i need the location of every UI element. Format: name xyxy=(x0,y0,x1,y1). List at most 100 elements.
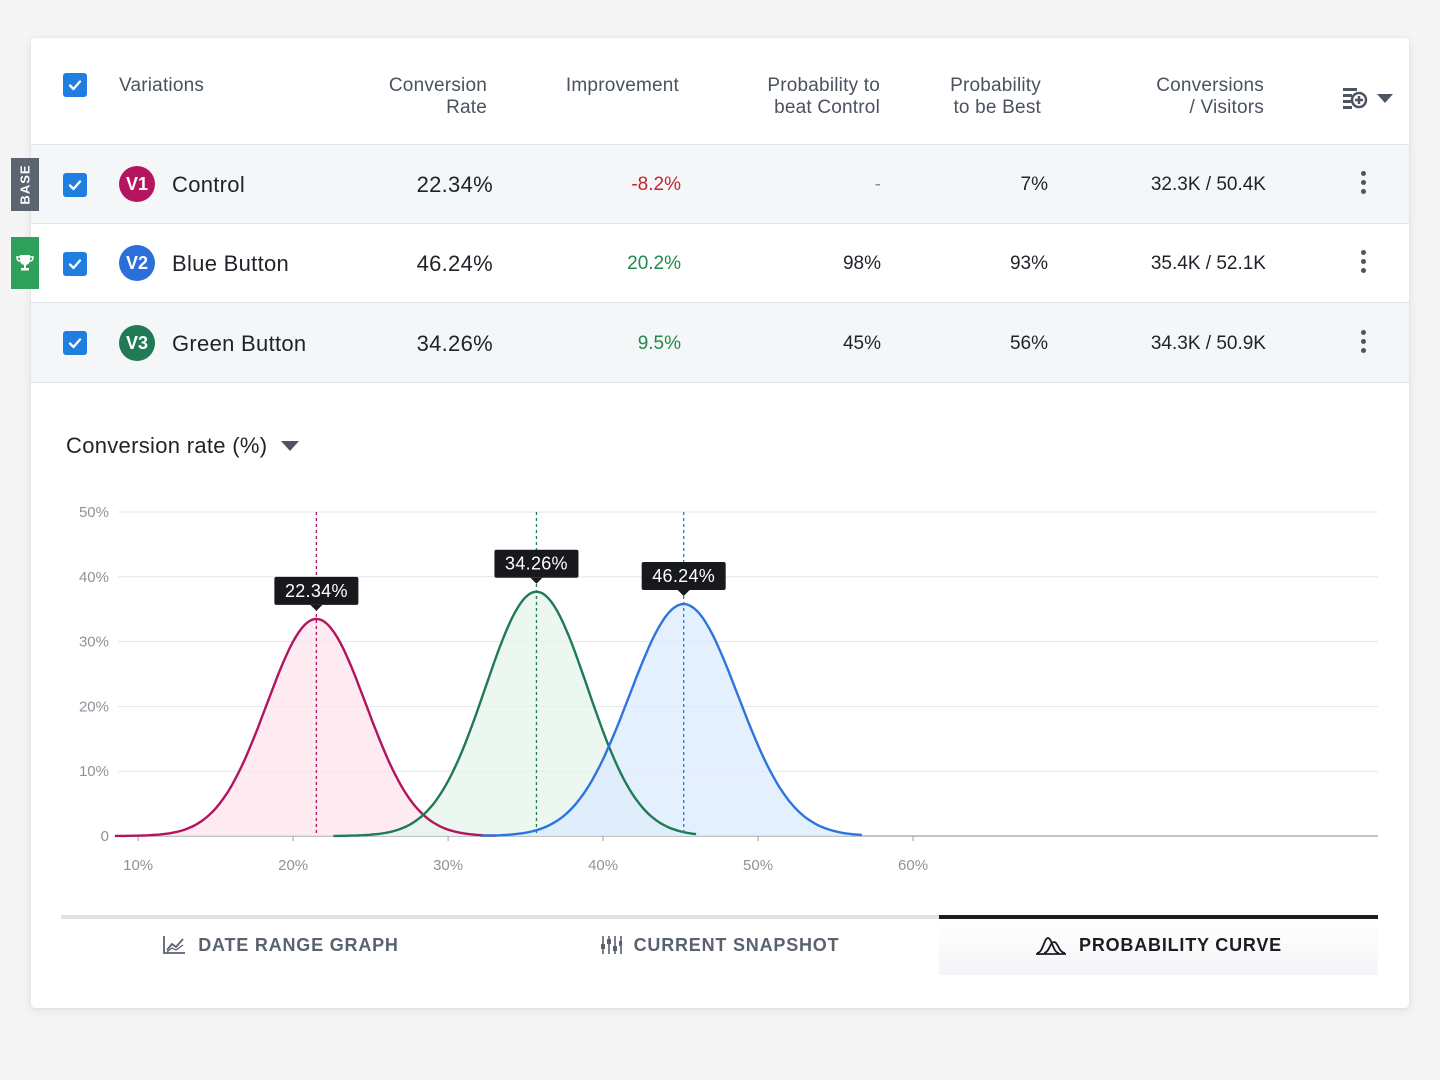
value-label-pointer-control xyxy=(310,604,323,611)
value-label-box-control xyxy=(274,576,359,605)
metric-selector-label: Conversion rate (%) xyxy=(66,433,268,458)
add-column-icon xyxy=(1343,88,1368,109)
tab-current-snapshot[interactable]: CURRENT SNAPSHOT xyxy=(500,915,939,975)
table-row-green-button: V3 Green Button 34.26% 9.5% 45% 56% 34.3… xyxy=(31,302,1409,383)
variation-badge-v2: V2 xyxy=(119,245,155,281)
header-conversions-visitors[interactable]: Conversions / Visitors xyxy=(1101,75,1264,119)
y-tick-label: 10% xyxy=(79,763,109,780)
beat-control-green-button: 45% xyxy=(842,333,881,354)
header-conversions-visitors-line2: / Visitors xyxy=(1189,97,1264,118)
x-tick-label: 10% xyxy=(123,857,153,874)
header-conversions-visitors-line1: Conversions xyxy=(1156,75,1264,96)
curve-line-blue-button xyxy=(480,602,863,837)
header-prob-beat-control-line1: Probability to xyxy=(767,75,880,96)
x-tick-label: 50% xyxy=(743,857,773,874)
value-label-pointer-blue-button xyxy=(677,590,690,597)
row-menu-icon[interactable] xyxy=(1359,330,1367,353)
header-prob-best-line1: Probability xyxy=(950,75,1041,96)
table-row-blue-button: V2 Blue Button 46.24% 20.2% 98% 93% 35.4… xyxy=(31,223,1409,303)
variation-name-blue-button[interactable]: Blue Button xyxy=(172,251,290,276)
conversion-rate-green-button: 34.26% xyxy=(416,331,493,356)
conv-visitors-blue-button: 35.4K / 52.1K xyxy=(1150,253,1266,274)
snapshot-icon xyxy=(600,936,622,954)
conversion-rate-blue-button: 46.24% xyxy=(416,251,493,276)
prob-best-blue-button: 93% xyxy=(1009,253,1048,274)
variation-badge-v3: V3 xyxy=(119,325,155,361)
check-icon xyxy=(68,80,82,91)
x-tick-label: 20% xyxy=(278,857,308,874)
improvement-blue-button: 20.2% xyxy=(627,253,681,274)
base-tag: BASE xyxy=(11,158,39,211)
check-icon xyxy=(68,259,82,270)
curve-fill-control xyxy=(114,619,497,836)
y-tick-label: 50% xyxy=(79,504,109,521)
conv-visitors-control: 32.3K / 50.4K xyxy=(1150,174,1266,195)
metric-selector[interactable]: Conversion rate (%) xyxy=(66,433,300,459)
line-graph-icon xyxy=(163,936,186,954)
base-tag-label: BASE xyxy=(17,164,33,205)
x-tick-label: 60% xyxy=(898,857,928,874)
tab-current-snapshot-label: CURRENT SNAPSHOT xyxy=(633,934,840,955)
variation-name-control[interactable]: Control xyxy=(172,172,246,197)
curve-line-control xyxy=(114,617,497,838)
header-prob-best[interactable]: Probability to be Best xyxy=(911,75,1041,119)
improvement-control: -8.2% xyxy=(631,174,681,195)
tab-date-range-graph[interactable]: DATE RANGE GRAPH xyxy=(61,915,500,975)
chart-view-tabs: DATE RANGE GRAPH CURRENT SNAPSHOT PROBAB… xyxy=(61,915,1378,975)
value-label-blue-button: 46.24% xyxy=(652,566,715,586)
prob-best-control: 7% xyxy=(1020,174,1048,195)
value-label-pointer-green-button xyxy=(530,577,543,584)
row-menu-icon[interactable] xyxy=(1359,171,1367,194)
header-prob-best-line2: to be Best xyxy=(953,97,1041,118)
header-prob-beat-control[interactable]: Probability to beat Control xyxy=(721,75,880,119)
active-tab-indicator xyxy=(939,915,1378,919)
beat-control-blue-button: 98% xyxy=(842,253,881,274)
row-checkbox-control[interactable] xyxy=(63,173,87,197)
tab-probability-curve[interactable]: PROBABILITY CURVE xyxy=(939,915,1378,975)
curve-fill-blue-button xyxy=(480,604,862,836)
variation-badge-v1: V1 xyxy=(119,166,155,202)
header-prob-beat-control-line2: beat Control xyxy=(774,97,880,118)
x-tick-label: 40% xyxy=(588,857,618,874)
row-checkbox-blue-button[interactable] xyxy=(63,252,87,276)
probability-curve-chart: 0 10% 20% 30% 40% 50% 10% 20% 30% 40% 50% 60% 22.34%… xyxy=(79,504,1378,874)
table-row-control: V1 Control 22.34% -8.2% - 7% 32.3K / 50.… xyxy=(31,144,1409,224)
active-tab-background xyxy=(939,919,1378,975)
variation-name-green-button[interactable]: Green Button xyxy=(172,331,307,356)
header-improvement[interactable]: Improvement xyxy=(565,75,679,96)
experiment-results-card: Variations Conversion Rate Improvement P… xyxy=(31,38,1409,1008)
chevron-down-icon xyxy=(1377,94,1393,103)
beat-control-control: - xyxy=(874,174,881,195)
value-label-box-green-button xyxy=(494,549,579,578)
row-menu-icon[interactable] xyxy=(1359,250,1367,273)
y-tick-label: 20% xyxy=(79,698,109,715)
tab-date-range-graph-label: DATE RANGE GRAPH xyxy=(198,934,399,955)
header-conversion-rate[interactable]: Conversion Rate xyxy=(331,75,487,119)
header-conversion-rate-line1: Conversion xyxy=(388,75,487,96)
value-label-control: 22.34% xyxy=(285,581,348,601)
chevron-down-icon xyxy=(281,440,300,451)
conv-visitors-green-button: 34.3K / 50.9K xyxy=(1150,333,1266,354)
conversion-rate-control: 22.34% xyxy=(416,172,493,197)
tab-probability-curve-label: PROBABILITY CURVE xyxy=(1079,934,1282,955)
trophy-icon xyxy=(16,255,34,271)
value-label-box-blue-button xyxy=(641,562,726,591)
curve-icon xyxy=(1036,937,1067,955)
y-tick-label: 30% xyxy=(79,634,109,651)
x-tick-label: 30% xyxy=(433,857,463,874)
tabs-track xyxy=(61,915,1378,919)
check-icon xyxy=(68,338,82,349)
value-label-green-button: 34.26% xyxy=(505,554,568,574)
y-tick-label: 0 xyxy=(101,828,109,845)
row-checkbox-green-button[interactable] xyxy=(63,331,87,355)
header-variations[interactable]: Variations xyxy=(119,75,205,96)
column-settings-button[interactable] xyxy=(1341,84,1393,114)
winner-tag xyxy=(11,237,39,289)
select-all-checkbox[interactable] xyxy=(63,73,87,97)
improvement-green-button: 9.5% xyxy=(637,333,681,354)
curve-line-green-button xyxy=(333,590,697,838)
check-icon xyxy=(68,180,82,191)
header-conversion-rate-line2: Rate xyxy=(446,97,487,118)
y-tick-label: 40% xyxy=(79,569,109,586)
prob-best-green-button: 56% xyxy=(1009,333,1048,354)
